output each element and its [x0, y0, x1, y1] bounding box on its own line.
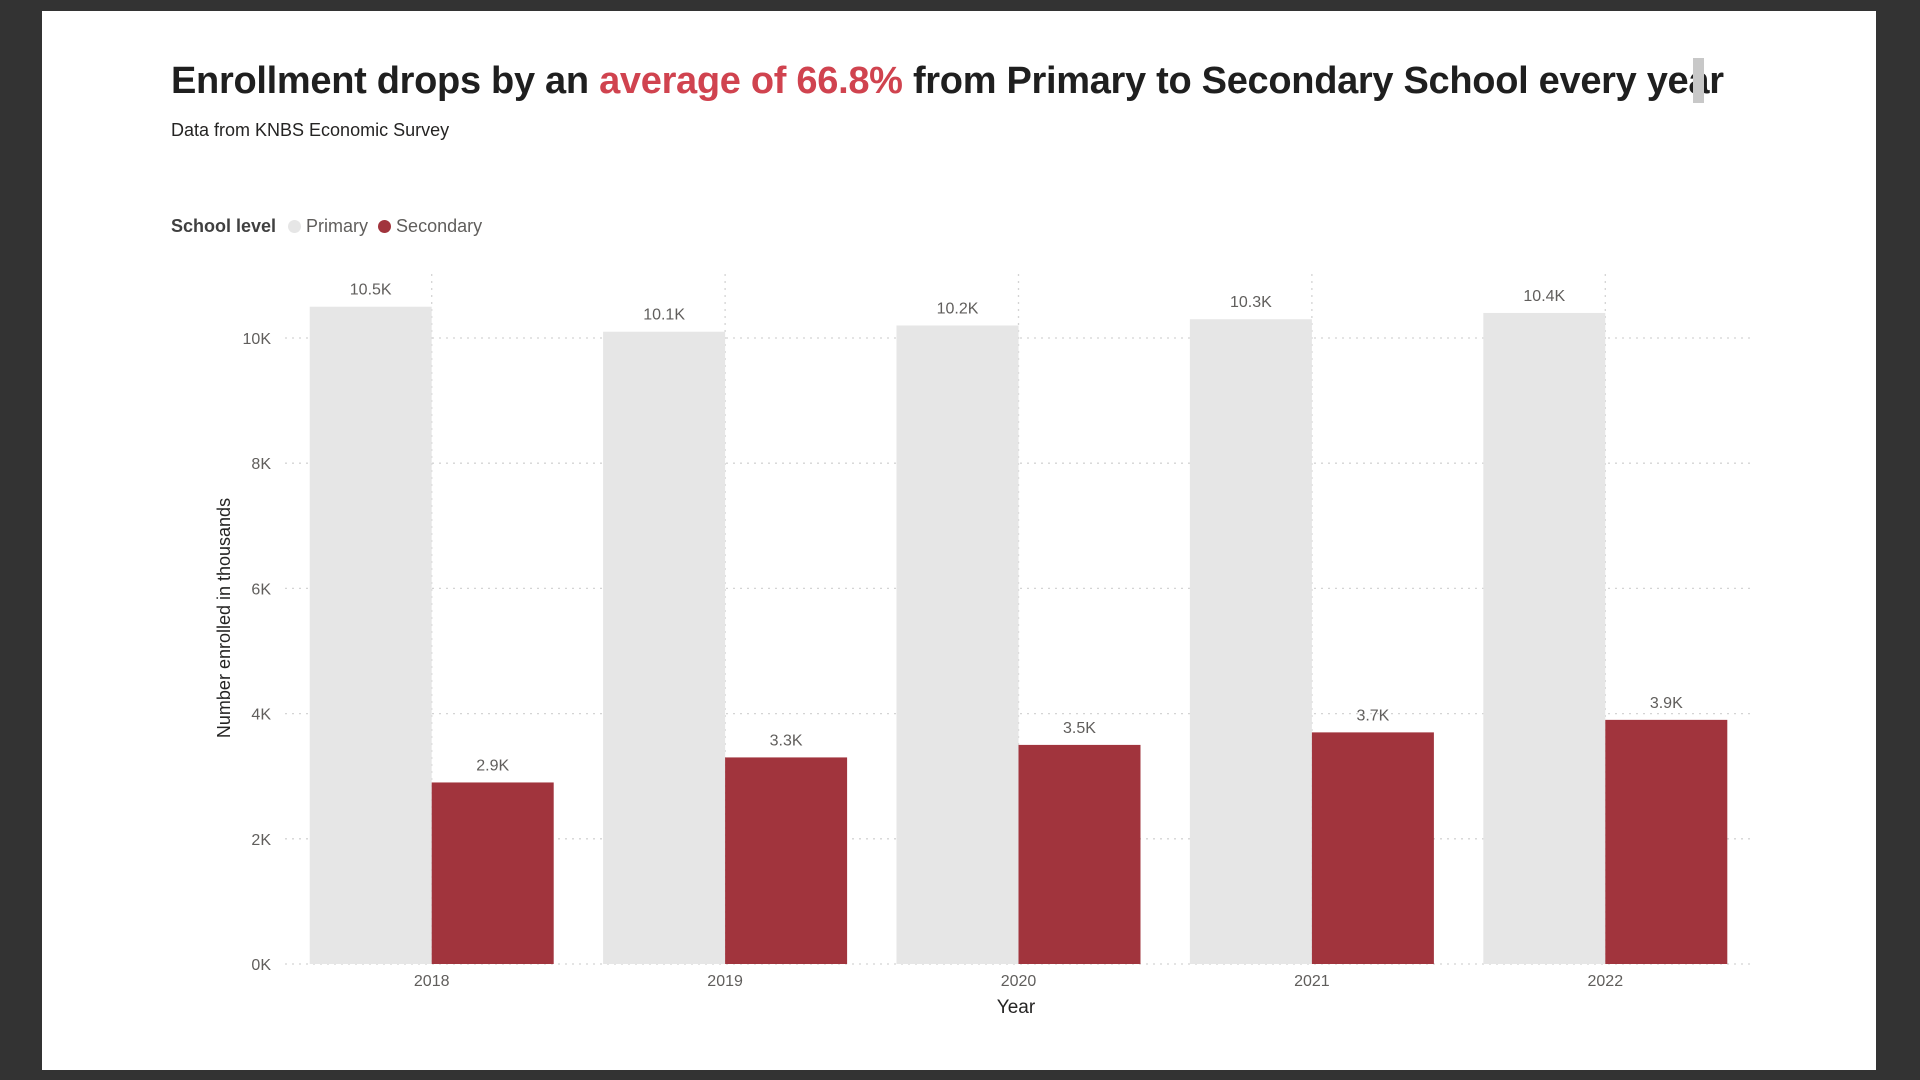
x-tick-label: 2018	[414, 973, 450, 990]
legend-label-secondary: Secondary	[396, 216, 483, 236]
data-label-primary: 10.4K	[1523, 288, 1565, 305]
legend-swatch-primary	[288, 220, 302, 233]
y-tick-label: 0K	[251, 957, 271, 974]
bar-secondary-2018[interactable]	[431, 782, 554, 964]
bar-primary-2019[interactable]	[603, 331, 726, 964]
legend-title: School level	[171, 216, 277, 236]
x-tick-label: 2020	[1001, 973, 1037, 990]
bar-secondary-2020[interactable]	[1018, 744, 1141, 964]
bar-secondary-2022[interactable]	[1605, 719, 1728, 964]
title-part-2: from Primary to Secondary School every y…	[912, 60, 1724, 102]
x-tick-label: 2019	[707, 973, 743, 990]
y-tick-label: 6K	[251, 581, 271, 598]
title-resize-handle[interactable]	[1693, 58, 1704, 103]
x-axis-title: Year	[997, 997, 1036, 1018]
data-label-primary: 10.1K	[643, 307, 685, 324]
bars	[309, 306, 1728, 965]
data-label-secondary: 3.3K	[770, 732, 803, 749]
title-highlight: average of 66.8%	[599, 60, 903, 102]
data-label-secondary: 3.5K	[1063, 720, 1096, 737]
legend-item-primary[interactable]: Primary	[288, 216, 368, 237]
legend-item-secondary[interactable]: Secondary	[378, 216, 482, 237]
title-part-1: Enrollment drops by an	[171, 60, 589, 102]
legend-label-primary: Primary	[306, 216, 369, 236]
y-tick-label: 8K	[251, 456, 271, 473]
data-label-secondary: 3.9K	[1650, 695, 1683, 712]
axes: 0K 2K 4K 6K 8K 10K 2018 2019 2020 2021 2022	[243, 331, 1624, 990]
legend: School level Primary Secondary	[171, 216, 492, 237]
data-labels: 10.5K 10.1K 10.2K 10.3K 10.4K 2.9K 3.3K 3.5K 3.7…	[350, 282, 1683, 775]
bar-primary-2022[interactable]	[1483, 312, 1606, 965]
data-label-primary: 10.2K	[937, 300, 979, 317]
bar-secondary-2019[interactable]	[725, 757, 848, 964]
y-tick-label: 10K	[243, 331, 272, 348]
y-tick-label: 4K	[251, 707, 271, 724]
y-tick-label: 2K	[251, 832, 271, 849]
legend-swatch-secondary	[378, 220, 392, 233]
bar-secondary-2021[interactable]	[1311, 732, 1434, 964]
x-tick-label: 2021	[1294, 973, 1330, 990]
chart-subtitle: Data from KNBS Economic Survey	[171, 120, 450, 140]
chart-title: Enrollment drops by an average of 66.8% …	[171, 60, 1724, 103]
x-tick-label: 2022	[1588, 973, 1624, 990]
data-label-secondary: 3.7K	[1356, 707, 1389, 724]
y-axis-title: Number enrolled in thousands	[214, 498, 234, 738]
data-label-primary: 10.5K	[350, 282, 392, 299]
data-label-primary: 10.3K	[1230, 294, 1272, 311]
data-label-secondary: 2.9K	[476, 757, 509, 774]
bar-primary-2018[interactable]	[309, 306, 432, 964]
bar-primary-2020[interactable]	[896, 325, 1019, 965]
bar-primary-2021[interactable]	[1189, 319, 1312, 965]
